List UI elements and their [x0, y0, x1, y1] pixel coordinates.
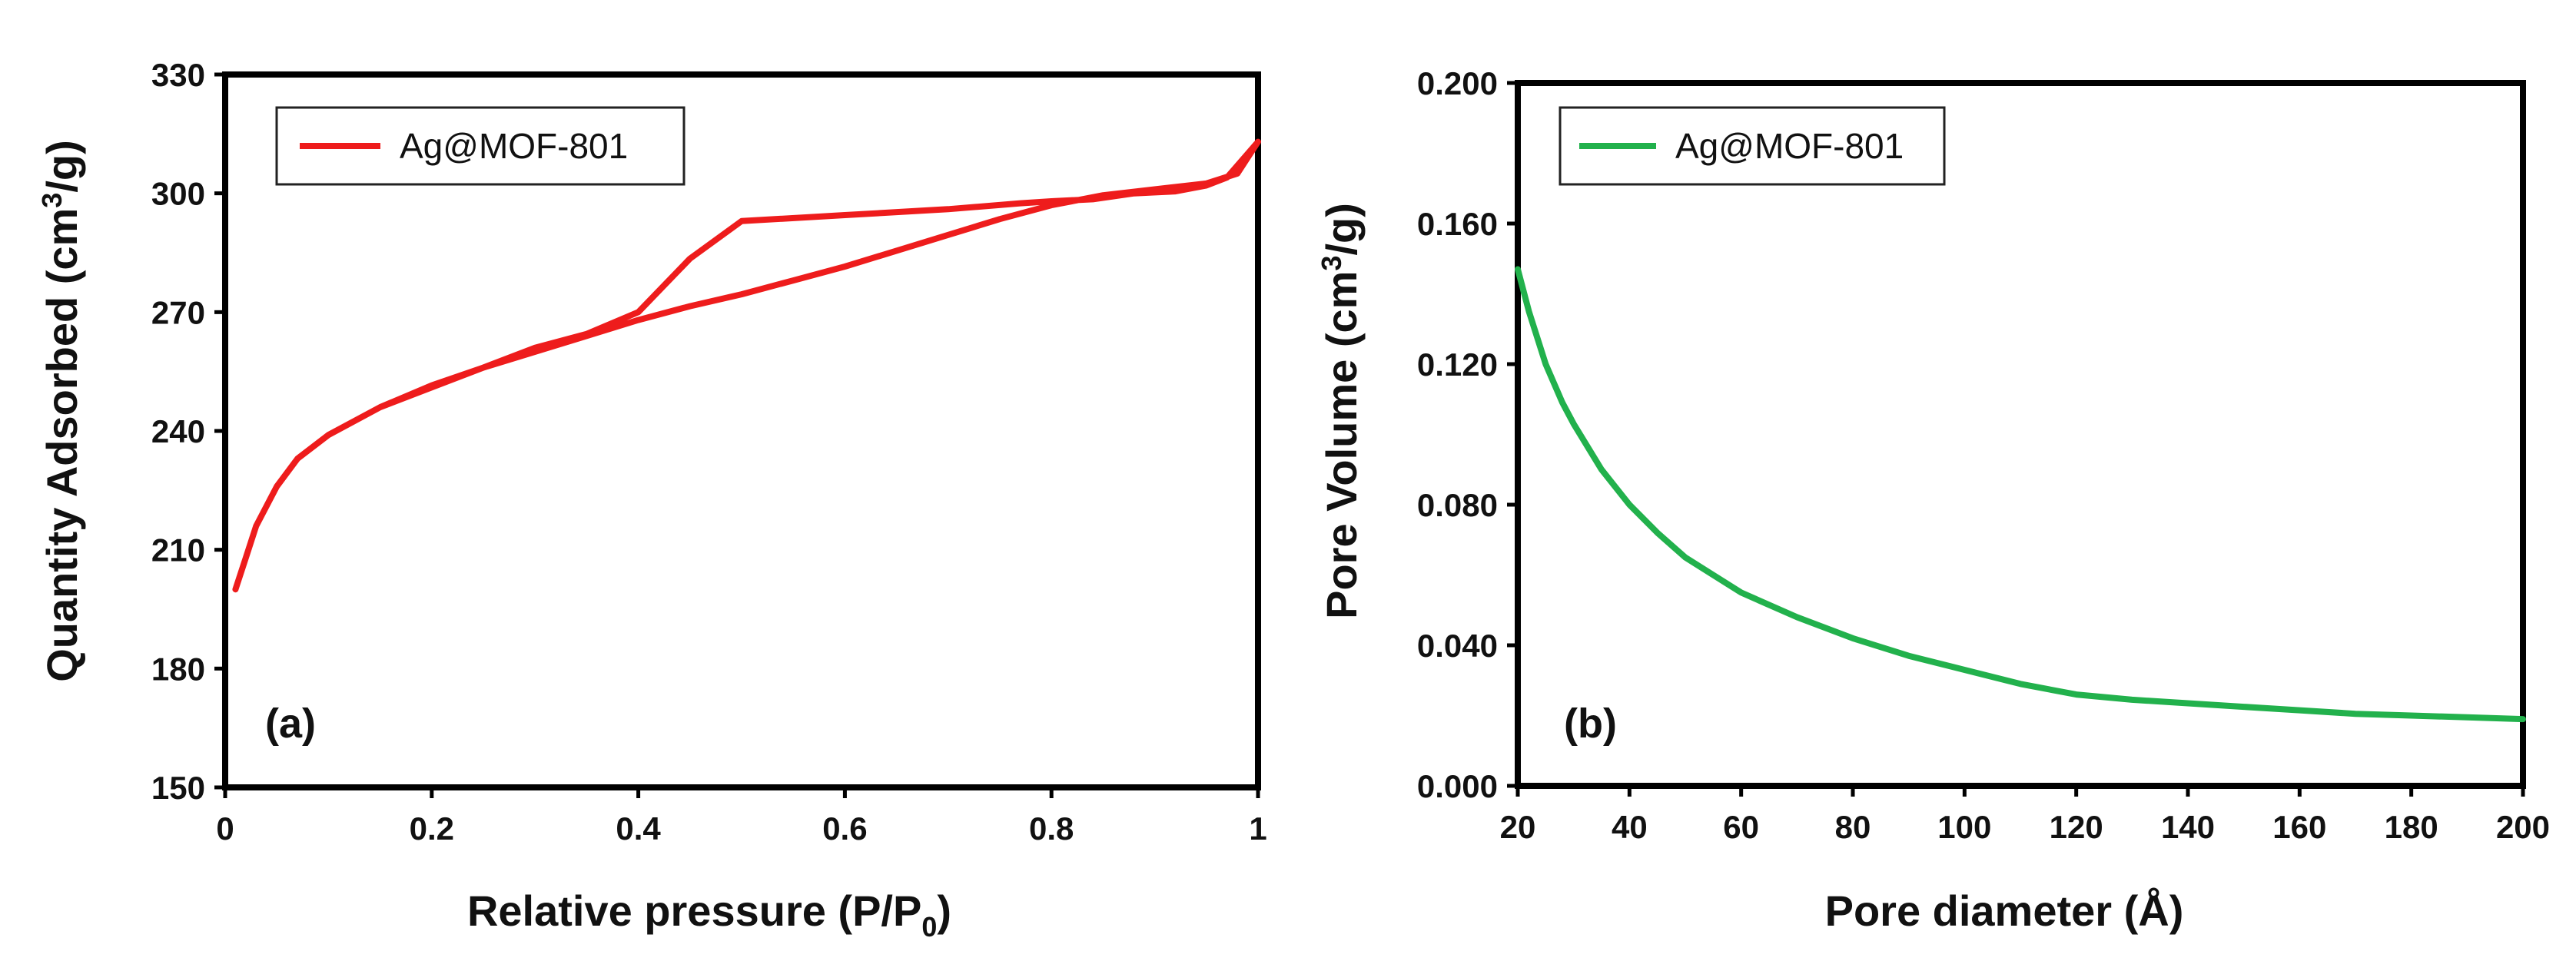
- chart-panel-b: Pore Volume (cm3/g) Pore diameter (Å) 0.…: [1316, 65, 2550, 935]
- legend-a-label: Ag@MOF-801: [400, 126, 628, 166]
- x-tick-label-b: 20: [1500, 809, 1536, 845]
- x-axis-label-a-sub: 0: [921, 911, 937, 943]
- x-tick-label-a: 0.6: [822, 810, 867, 847]
- plot-frame-b: [1515, 80, 2526, 789]
- plot-area-b: 0.000 0.040 0.080 0.120 0.160 0.200 20 40 60 80 10…: [1417, 65, 2550, 845]
- x-tick-label-b: 80: [1835, 809, 1871, 845]
- y-tick-label-a: 270: [151, 294, 205, 330]
- y-tick-label-a: 210: [151, 532, 205, 568]
- x-tick-label-b: 120: [2050, 809, 2103, 845]
- series-line-b-0: [1515, 266, 2526, 723]
- y-axis-label-b-end: /g): [1317, 203, 1366, 255]
- y-tick-label-b: 0.000: [1417, 768, 1498, 804]
- x-axis-label-a-end: ): [937, 886, 951, 935]
- legend-b: Ag@MOF-801: [1559, 106, 1946, 186]
- y-tick-label-a: 300: [151, 176, 205, 212]
- legend-b-label: Ag@MOF-801: [1675, 126, 1904, 166]
- y-axis-label-a: Quantity Adsorbed (cm3/g): [36, 140, 86, 682]
- x-tick-label-a: 1: [1249, 810, 1266, 847]
- y-axis-label-a-sup: 3: [36, 193, 68, 208]
- x-tick-label-b: 200: [2496, 809, 2550, 845]
- panel-label-a: (a): [265, 701, 316, 747]
- x-tick-label-a: 0: [216, 810, 234, 847]
- x-tick-label-a: 0.2: [410, 810, 454, 847]
- series-line-a-0: [232, 138, 1261, 593]
- x-tick-label-b: 160: [2272, 809, 2326, 845]
- chart-panel-a: Quantity Adsorbed (cm3/g) Relative press…: [36, 57, 1267, 943]
- y-tick-label-a: 330: [151, 57, 205, 93]
- x-tick-label-b: 180: [2385, 809, 2438, 845]
- panel-label-b: (b): [1564, 701, 1617, 747]
- y-tick-label-b: 0.040: [1417, 628, 1498, 664]
- y-tick-label-a: 150: [151, 770, 205, 806]
- y-tick-label-b: 0.160: [1417, 206, 1498, 242]
- y-axis-label-b: Pore Volume (cm3/g): [1316, 203, 1366, 619]
- y-axis-label-b-sup: 3: [1316, 256, 1347, 271]
- y-axis-label-a-end: /g): [38, 140, 86, 192]
- x-axis-label-b: Pore diameter (Å): [1825, 886, 2184, 935]
- x-tick-label-b: 60: [1723, 809, 1759, 845]
- y-tick-label-a: 240: [151, 413, 205, 449]
- y-tick-label-b: 0.120: [1417, 346, 1498, 383]
- x-tick-label-b: 40: [1612, 809, 1648, 845]
- y-tick-label-b: 0.200: [1417, 65, 1498, 101]
- y-tick-label-a: 180: [151, 651, 205, 687]
- y-tick-label-b: 0.080: [1417, 487, 1498, 523]
- x-tick-label-a: 0.8: [1029, 810, 1074, 847]
- plot-area-a: 150 180 210 240 270 300 330 0 0.2 0.4 0.6 0.8 1: [151, 57, 1267, 847]
- x-axis-label-a: Relative pressure (P/P0): [467, 886, 951, 943]
- x-tick-label-b: 140: [2161, 809, 2215, 845]
- x-tick-label-b: 100: [1937, 809, 1991, 845]
- legend-a: Ag@MOF-801: [275, 106, 685, 186]
- x-tick-label-a: 0.4: [616, 810, 661, 847]
